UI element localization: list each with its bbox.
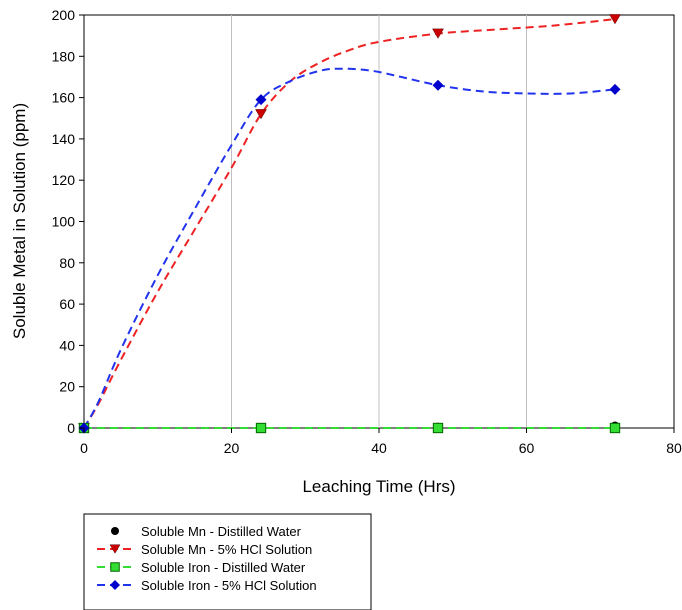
y-tick-label-120: 120 <box>52 172 76 188</box>
series-2-point-2 <box>432 422 444 434</box>
legend-label-2: Soluble Iron - Distilled Water <box>141 560 306 575</box>
series-3-point-3 <box>609 83 621 95</box>
x-tick-label-20: 20 <box>224 440 240 456</box>
x-tick-label-40: 40 <box>371 440 387 456</box>
y-tick-label-80: 80 <box>59 255 75 271</box>
y-tick-label-100: 100 <box>52 214 76 230</box>
x-axis-ticks: 0 20 40 60 80 <box>80 428 682 456</box>
trend-lines <box>83 18 616 430</box>
y-tick-label-60: 60 <box>59 296 75 312</box>
legend-marker-1 <box>109 544 121 554</box>
y-axis-ticks: 0 20 40 60 80 100 120 140 160 180 200 <box>52 7 84 436</box>
series-1-point-3 <box>609 14 621 25</box>
y-tick-label-200: 200 <box>52 7 76 23</box>
x-tick-label-80: 80 <box>666 440 682 456</box>
y-tick-label-140: 140 <box>52 131 76 147</box>
legend-label-1: Soluble Mn - 5% HCl Solution <box>141 542 312 557</box>
series-2-point-1 <box>255 422 267 434</box>
legend: Soluble Mn - Distilled Water Soluble Mn -… <box>83 513 372 610</box>
x-axis-title: Leaching Time (Hrs) <box>302 477 455 496</box>
y-tick-label-20: 20 <box>59 379 75 395</box>
gridlines <box>231 15 527 428</box>
series-2-point-3 <box>609 422 621 434</box>
series-1-point-2 <box>432 28 444 39</box>
legend-label-3: Soluble Iron - 5% HCl Solution <box>141 578 317 593</box>
series-1-trend-line <box>83 18 616 429</box>
legend-label-0: Soluble Mn - Distilled Water <box>141 524 302 539</box>
legend-marker-3 <box>110 580 120 590</box>
series-3-trend-line <box>83 67 616 429</box>
y-tick-label-180: 180 <box>52 48 76 64</box>
x-tick-label-60: 60 <box>519 440 535 456</box>
y-tick-label-40: 40 <box>59 337 75 353</box>
series-3-point-1 <box>255 94 267 106</box>
series-1-point-1 <box>255 109 267 120</box>
y-axis-title: Soluble Metal in Solution (ppm) <box>10 103 29 339</box>
legend-marker-2 <box>110 562 120 572</box>
series-3-point-2 <box>432 79 444 91</box>
y-tick-label-160: 160 <box>52 90 76 106</box>
legend-box <box>83 513 372 610</box>
y-tick-label-0: 0 <box>67 420 75 436</box>
x-tick-label-0: 0 <box>80 440 88 456</box>
legend-marker-0 <box>111 527 119 535</box>
